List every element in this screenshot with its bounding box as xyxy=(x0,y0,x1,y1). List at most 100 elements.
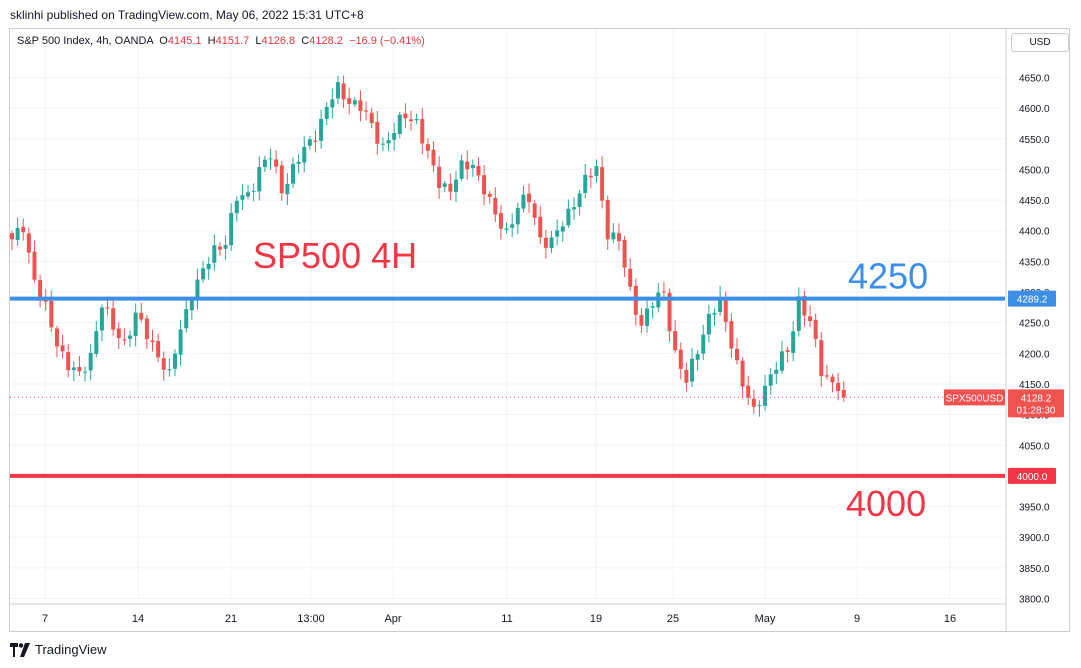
candle-body xyxy=(751,398,756,407)
candle-body xyxy=(21,226,26,233)
time-axis[interactable]: 7 14 21 13:00 Apr 11 19 25 May 9 16 xyxy=(42,613,956,625)
candle-body xyxy=(172,353,177,369)
candle-body xyxy=(105,307,110,309)
candle-body xyxy=(487,193,492,197)
candle-body xyxy=(729,321,734,349)
level-annotation: 4250 xyxy=(848,256,928,297)
candle-body xyxy=(549,237,554,249)
candle-body xyxy=(639,315,644,326)
candle-body xyxy=(83,371,88,373)
bar-countdown: 01:28:30 xyxy=(1017,405,1056,416)
candle-body xyxy=(88,352,93,371)
candle-body xyxy=(774,369,779,374)
candle-body xyxy=(206,263,211,270)
price-tick-label: 4400.0 xyxy=(1019,227,1050,238)
candle-body xyxy=(515,207,520,225)
time-tick-label: 16 xyxy=(944,613,956,625)
close-value: 4128.2 xyxy=(309,35,343,47)
last-price-label: 4128.2 xyxy=(1021,393,1052,404)
candle-body xyxy=(369,112,374,124)
candle-body xyxy=(701,334,706,354)
candle-body xyxy=(358,100,363,112)
candle-body xyxy=(543,237,548,248)
candle-body xyxy=(223,244,228,249)
candle-body xyxy=(26,233,31,253)
candle-body xyxy=(403,113,408,119)
symbol-name[interactable]: S&P 500 Index, 4h, OANDA xyxy=(17,35,154,47)
candle-body xyxy=(156,341,161,358)
candles xyxy=(10,75,846,417)
candle-body xyxy=(234,200,239,214)
footer-brand[interactable]: TradingView xyxy=(10,642,107,657)
candle-body xyxy=(504,228,509,230)
candle-body xyxy=(763,385,768,406)
candle-body xyxy=(291,164,295,184)
candle-body xyxy=(54,328,59,347)
candle-body xyxy=(841,389,846,398)
candle-body xyxy=(15,228,20,240)
candle-body xyxy=(690,358,695,382)
candle-body xyxy=(386,140,391,144)
candle-body xyxy=(77,367,82,372)
candle-body xyxy=(201,268,206,280)
candle-body xyxy=(718,297,723,313)
candle-body xyxy=(128,335,133,339)
open-value: 4145.1 xyxy=(167,35,202,47)
candle-body xyxy=(510,224,515,228)
candle-body xyxy=(498,213,503,229)
candle-body xyxy=(470,165,475,169)
grid xyxy=(10,29,1005,603)
time-tick-label: 11 xyxy=(501,613,512,625)
candle-body xyxy=(296,161,301,164)
candle-body xyxy=(476,165,481,176)
price-tick-label: 4550.0 xyxy=(1019,135,1050,146)
currency-button[interactable]: USD xyxy=(1011,33,1069,52)
candle-body xyxy=(397,114,402,134)
candle-body xyxy=(262,159,267,168)
candle-body xyxy=(566,208,571,226)
candle-body xyxy=(712,313,717,315)
candle-body xyxy=(313,140,318,142)
time-tick-label: 14 xyxy=(132,613,144,625)
time-tick-label: 13:00 xyxy=(297,613,325,625)
candle-body xyxy=(307,139,312,146)
candle-body xyxy=(32,251,37,280)
candle-body xyxy=(611,232,616,240)
candle-body xyxy=(161,358,166,370)
candle-body xyxy=(555,230,560,237)
candle-body xyxy=(802,296,807,316)
candle-body xyxy=(274,159,279,167)
candle-body xyxy=(212,245,217,263)
candle-body xyxy=(661,291,666,293)
candle-body xyxy=(139,312,144,320)
candle-body xyxy=(684,369,689,383)
candle-body xyxy=(38,280,43,298)
candle-body xyxy=(650,306,655,308)
candle-body xyxy=(667,292,672,332)
low-value: 4126.8 xyxy=(261,35,296,47)
candle-body xyxy=(453,179,458,192)
candle-body xyxy=(251,190,256,192)
candle-body xyxy=(583,174,588,193)
candle-body xyxy=(285,184,290,195)
candle-body xyxy=(622,239,627,268)
time-tick-label: Apr xyxy=(384,613,401,625)
candle-body xyxy=(616,233,621,242)
candle-body xyxy=(122,339,127,341)
candle-body xyxy=(302,146,307,163)
candle-body xyxy=(409,119,414,122)
price-tick-label: 3950.0 xyxy=(1019,503,1050,514)
price-axis[interactable]: 3800.03850.03900.03950.04000.04050.04100… xyxy=(1019,74,1050,606)
candle-body xyxy=(431,149,436,166)
candle-body xyxy=(605,200,610,240)
candle-body xyxy=(184,309,189,329)
time-tick-label: 21 xyxy=(225,613,237,625)
price-tick-label: 4350.0 xyxy=(1019,257,1050,268)
chart-title: SP500 4H xyxy=(253,235,417,276)
horizontal-lines[interactable] xyxy=(10,296,1005,478)
chart-frame xyxy=(9,28,1070,632)
level-price-tag xyxy=(1008,467,1056,484)
price-tick-label: 4050.0 xyxy=(1019,441,1050,452)
candle-body xyxy=(594,166,599,177)
